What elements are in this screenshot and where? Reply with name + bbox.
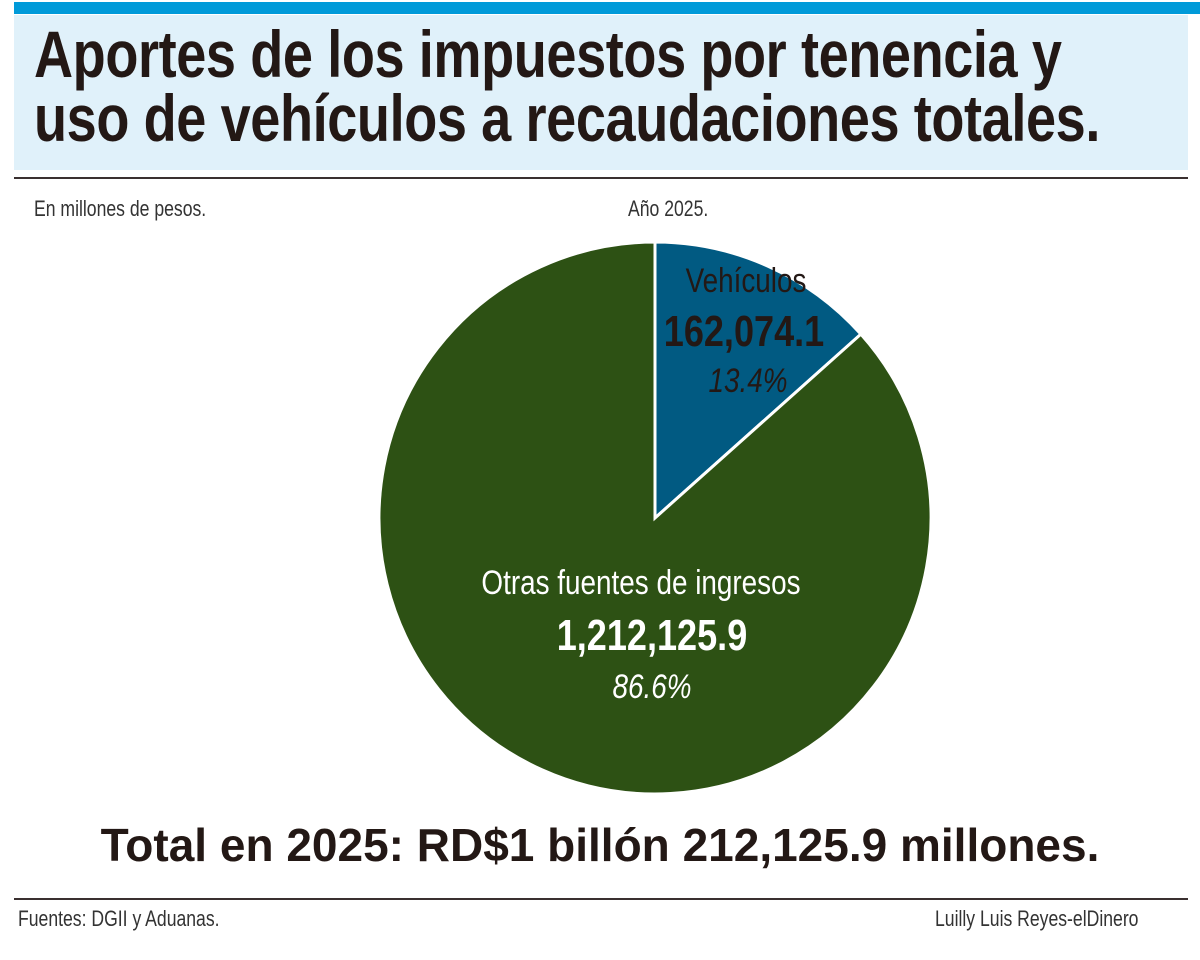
- pie-slice-otras-fuentes: [377, 240, 933, 796]
- top-rule: [14, 177, 1188, 179]
- otras-percent: 86.6%: [612, 667, 691, 705]
- year-label: Año 2025.: [628, 196, 709, 221]
- vehiculos-label: Vehículos: [686, 261, 807, 299]
- credit-label: Luilly Luis Reyes-elDinero: [935, 906, 1139, 931]
- bottom-rule: [14, 898, 1188, 900]
- top-accent-bar: [14, 2, 1200, 14]
- source-label: Fuentes: DGII y Aduanas.: [18, 906, 220, 931]
- title-line-1: Aportes de los impuestos por tenencia y: [34, 17, 1062, 91]
- units-label: En millones de pesos.: [34, 196, 207, 221]
- total-label: Total en 2025: RD$1 billón 212,125.9 mil…: [100, 819, 1100, 871]
- otras-value: 1,212,125.9: [557, 611, 748, 660]
- otras-label: Otras fuentes de ingresos: [481, 563, 800, 601]
- vehiculos-percent: 13.4%: [708, 361, 787, 399]
- title-box: [14, 15, 1188, 170]
- vehiculos-value: 162,074.1: [664, 307, 824, 356]
- title-line-2: uso de vehículos a recaudaciones totales…: [34, 81, 1100, 155]
- pie-slice-vehiculos: [653, 240, 863, 522]
